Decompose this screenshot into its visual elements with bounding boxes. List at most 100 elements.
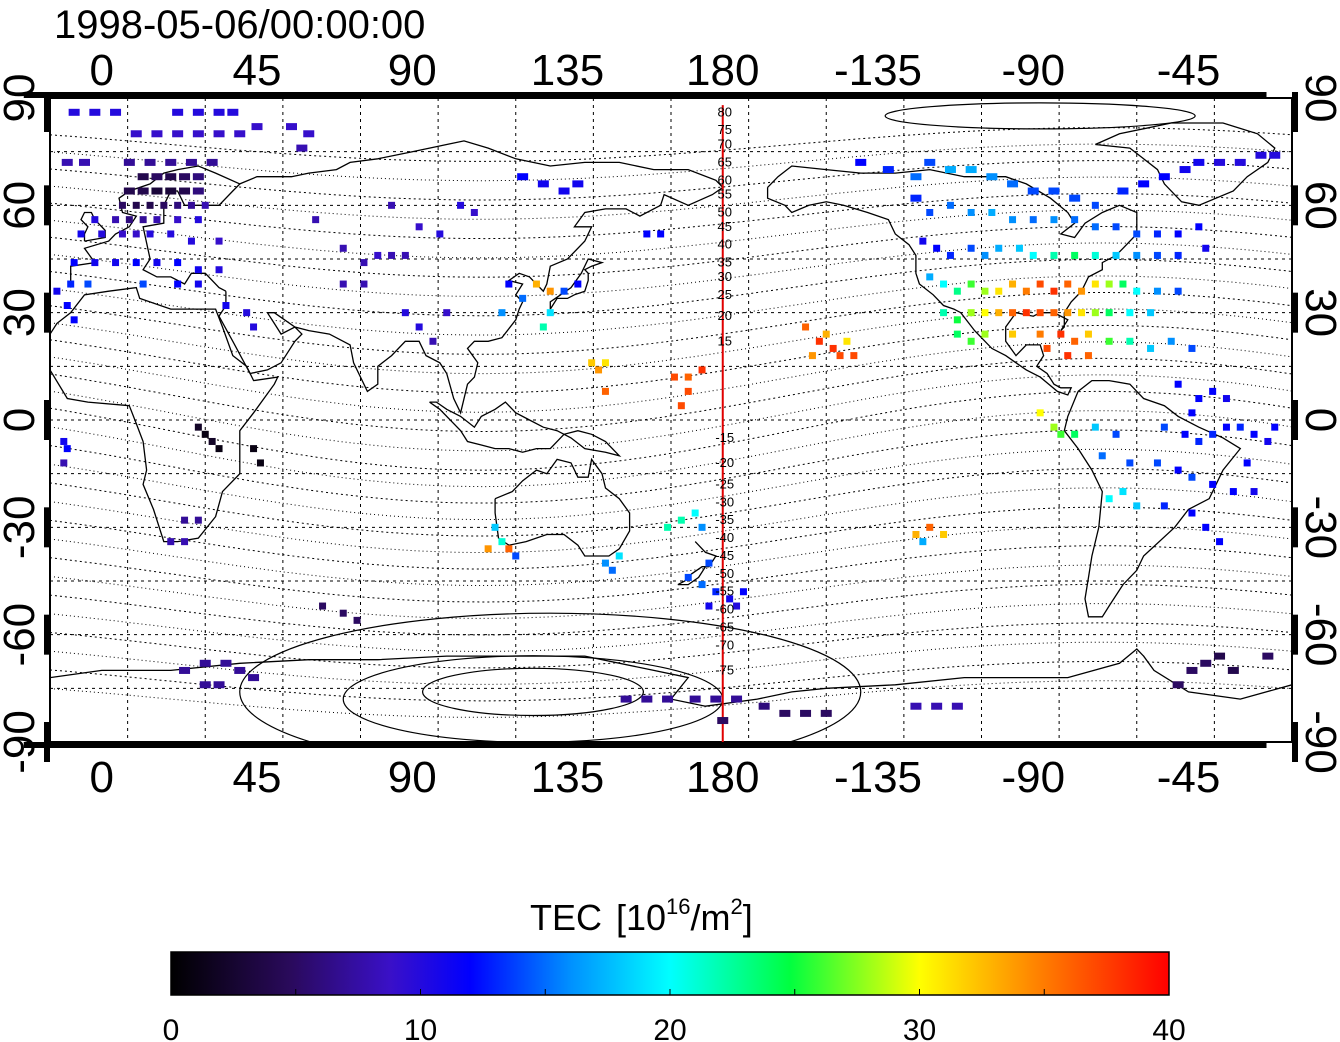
tec-cell — [850, 352, 858, 360]
tec-cell — [733, 602, 741, 610]
tec-cell — [1091, 223, 1099, 231]
tec-cell — [61, 158, 73, 166]
magnetic-contour — [50, 242, 1292, 297]
tec-cell — [286, 123, 297, 131]
tec-cell — [234, 130, 246, 138]
tec-cell — [303, 130, 315, 138]
tec-cell — [601, 559, 609, 567]
top-lon-label: 135 — [531, 46, 604, 95]
tec-cell — [165, 187, 177, 195]
coastline-indonesia — [429, 401, 622, 458]
tec-cell — [1091, 423, 1099, 431]
tec-cell — [677, 402, 685, 410]
tec-cell — [1262, 652, 1274, 660]
tec-cell — [213, 681, 225, 689]
tec-cell — [1202, 244, 1210, 252]
tec-cell — [546, 287, 554, 295]
tec-cell — [677, 516, 685, 524]
tec-cell — [1119, 488, 1127, 496]
tec-cell — [815, 337, 823, 345]
magnetic-contour — [50, 275, 1292, 336]
tec-cell — [179, 173, 191, 181]
tec-cell — [137, 187, 149, 195]
tec-cell — [1126, 459, 1134, 467]
tec-cell — [172, 130, 184, 138]
tec-cell — [388, 201, 396, 209]
colorbar-label: 30 — [903, 1014, 936, 1042]
tec-cell — [953, 316, 961, 324]
tec-cell — [1036, 280, 1044, 288]
frame-tick-left — [44, 722, 50, 762]
tec-cell — [339, 609, 347, 617]
tec-cell — [360, 280, 368, 288]
tec-cell — [1222, 423, 1230, 431]
tec-cell — [512, 552, 520, 560]
tec-cell — [981, 330, 989, 338]
tec-cell — [174, 216, 182, 224]
tec-cell — [1119, 280, 1127, 288]
tec-cell — [705, 602, 713, 610]
tec-cell — [84, 280, 92, 288]
tec-cell — [967, 208, 975, 216]
tec-cell — [1138, 180, 1150, 188]
tec-cell — [199, 659, 211, 667]
tec-cell — [995, 244, 1003, 252]
tec-cell — [820, 709, 832, 717]
tec-cell — [664, 523, 672, 531]
tec-cell — [882, 166, 894, 174]
tec-cell — [981, 309, 989, 317]
tec-cell — [726, 595, 734, 603]
tec-cell — [1202, 523, 1210, 531]
tec-cell — [615, 552, 623, 560]
tec-cell — [620, 695, 632, 703]
tec-cell — [1078, 287, 1086, 295]
tec-cell — [910, 702, 922, 710]
magnetic-contour — [50, 429, 1292, 504]
frame-tick-left — [44, 185, 50, 226]
tec-cell — [1105, 337, 1113, 345]
tec-cell — [213, 108, 225, 116]
tec-cell — [1064, 309, 1072, 317]
tec-cell — [684, 387, 692, 395]
tec-cell — [946, 251, 954, 259]
tec-cell — [1222, 395, 1230, 403]
frame-tick-right — [1292, 400, 1298, 440]
tec-cell — [981, 287, 989, 295]
colorbar-labels: 0 10 20 30 40 — [163, 1014, 1186, 1042]
tec-cell — [319, 602, 327, 610]
tec-cell — [123, 187, 135, 195]
tec-cell — [1091, 251, 1099, 259]
tec-cell — [498, 309, 506, 317]
tec-cell — [132, 201, 140, 209]
tec-cell — [60, 459, 68, 467]
tec-cell — [146, 230, 154, 238]
tec-cell — [1117, 187, 1129, 195]
south-pole-contour — [422, 667, 645, 717]
top-lon-label: 0 — [90, 46, 114, 95]
tec-cell — [1126, 309, 1134, 317]
right-latitude-labels: 90 60 30 0 -30 -60 -90 — [1296, 74, 1340, 774]
tec-cell — [926, 273, 934, 281]
tec-cell — [800, 709, 812, 717]
tec-cell — [174, 280, 182, 288]
tec-cell — [215, 445, 223, 453]
tec-cell — [1147, 344, 1155, 352]
magnetic-contour — [50, 545, 1292, 603]
tec-cell — [1050, 216, 1058, 224]
tec-cell — [353, 616, 361, 624]
tec-cell — [1009, 280, 1017, 288]
tec-cell — [843, 337, 851, 345]
tec-cell — [151, 130, 163, 138]
frame-tick-bottom — [179, 742, 335, 748]
map-title: 1998-05-06/00:00:00 — [54, 3, 425, 47]
magnetic-latitude-label: -25 — [715, 476, 734, 491]
tec-cell — [110, 108, 122, 116]
magnetic-contour — [50, 448, 1292, 520]
tec-cell — [1027, 187, 1039, 195]
tec-cell — [388, 251, 396, 259]
right-lat-label: 60 — [1296, 181, 1340, 230]
frame-tick-bottom — [334, 742, 491, 748]
right-lat-label: -90 — [1296, 710, 1340, 774]
tec-cell — [608, 566, 616, 574]
